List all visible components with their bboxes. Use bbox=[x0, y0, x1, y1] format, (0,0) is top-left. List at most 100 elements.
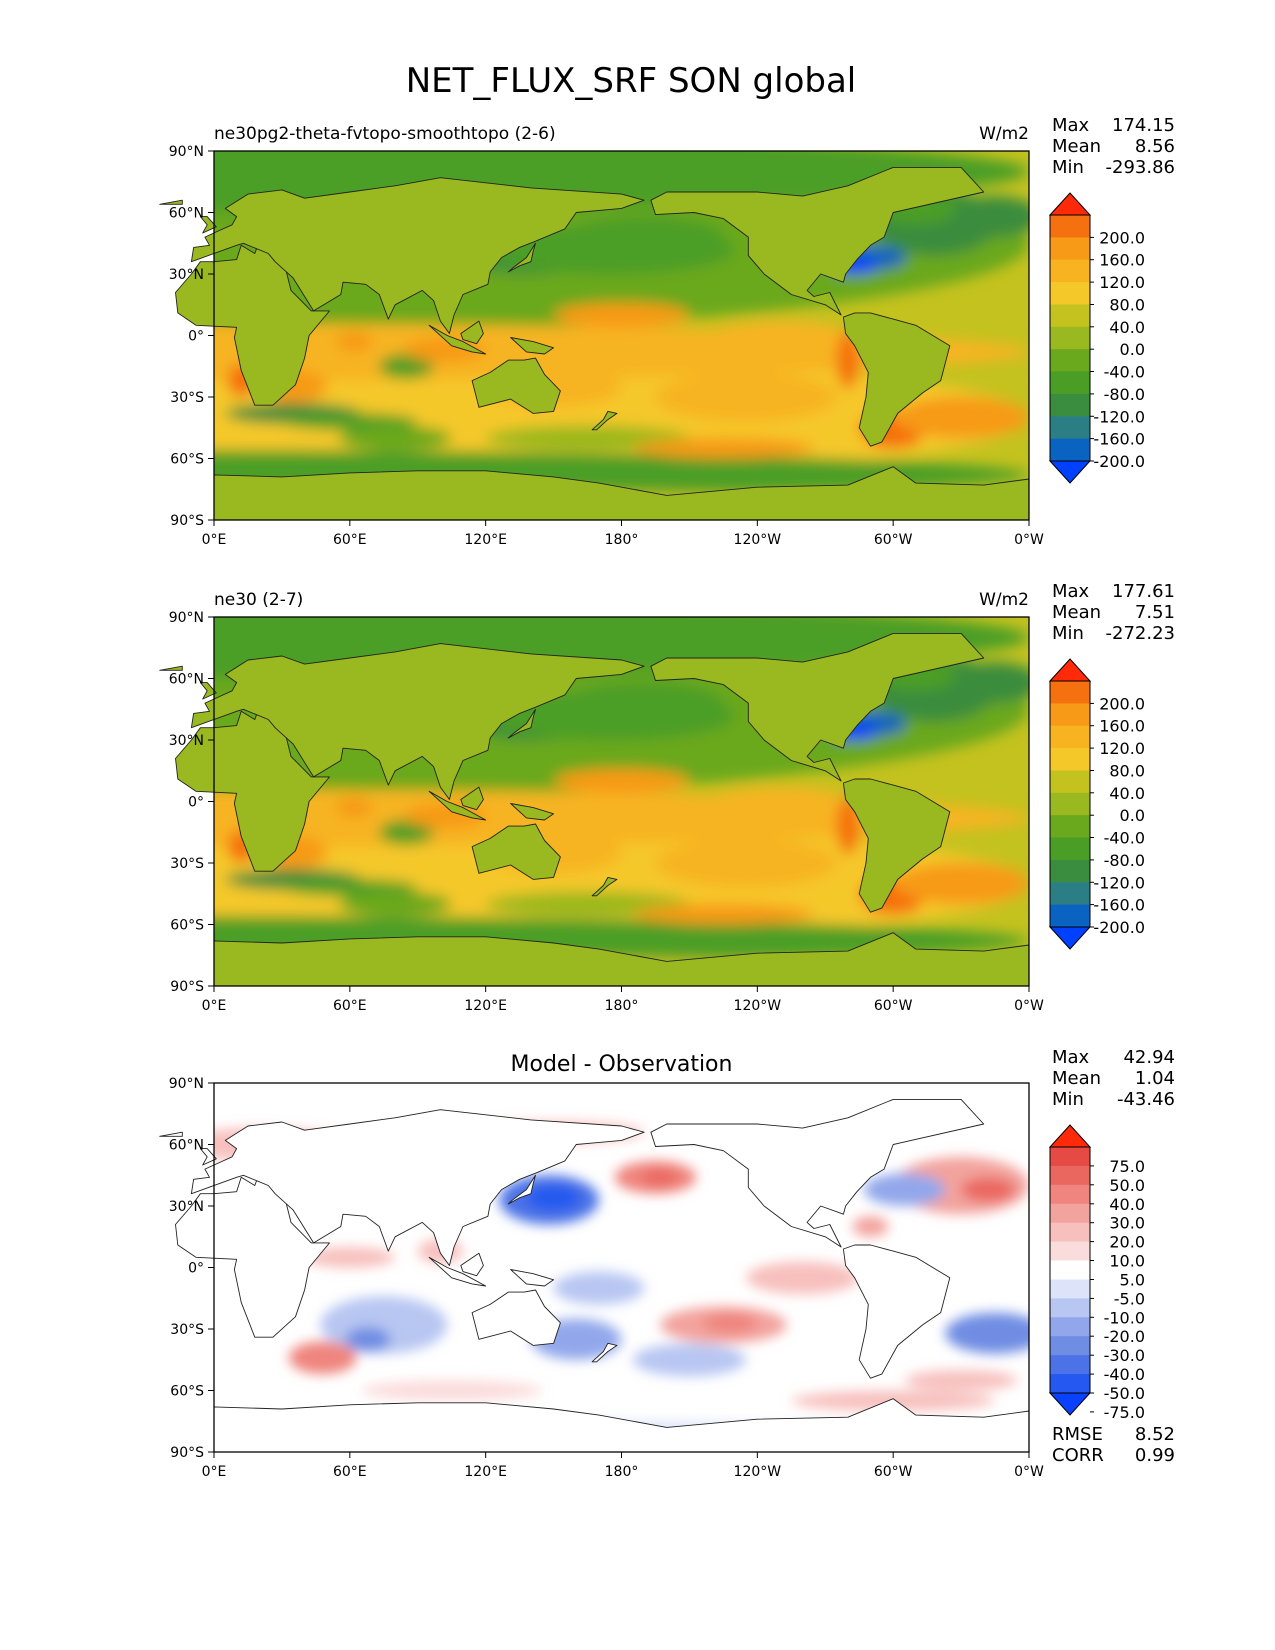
landmass bbox=[650, 1098, 985, 1248]
lon-tick-label: 120°E bbox=[464, 1464, 507, 1480]
colorbar-segment bbox=[1050, 882, 1090, 906]
landmass bbox=[842, 1244, 951, 1379]
contour-fill bbox=[961, 1177, 1016, 1202]
colorbar-segment bbox=[1050, 1184, 1090, 1205]
colorbar-label: -50.0 bbox=[1104, 1384, 1145, 1403]
colorbar-label: 120.0 bbox=[1099, 273, 1145, 292]
stat-label: Min bbox=[1052, 623, 1084, 644]
landmass bbox=[510, 1269, 555, 1287]
lat-tick-label: 30°N bbox=[169, 267, 204, 283]
contour-fill bbox=[361, 1380, 543, 1401]
contour-fill bbox=[485, 425, 690, 451]
lat-tick-label: 60°N bbox=[169, 672, 204, 688]
stat-value: 177.61 bbox=[1112, 581, 1175, 602]
contour-fill bbox=[836, 797, 860, 855]
landmass bbox=[190, 1109, 645, 1266]
stat-label: Mean bbox=[1052, 602, 1101, 623]
contour-fill bbox=[288, 1341, 357, 1375]
colorbar-segment bbox=[1050, 349, 1090, 373]
contour-fill bbox=[485, 891, 690, 917]
lon-tick-label: 60°W bbox=[874, 532, 913, 548]
colorbar-segment bbox=[1050, 725, 1090, 749]
lon-tick-label: 120°W bbox=[734, 1464, 782, 1480]
lat-tick-label: 30°S bbox=[170, 390, 204, 406]
colorbar-segment bbox=[1050, 1298, 1090, 1318]
landmass bbox=[842, 778, 951, 913]
coastlines bbox=[159, 632, 1030, 987]
colorbar-label: -40.0 bbox=[1104, 1365, 1145, 1384]
colorbar-label: -120.0 bbox=[1093, 407, 1145, 426]
landmass bbox=[190, 643, 645, 800]
colorbar-top-extension bbox=[1048, 658, 1092, 682]
stat-label: Min bbox=[1052, 157, 1084, 178]
colorbar-label: 75.0 bbox=[1109, 1157, 1145, 1176]
landmass bbox=[510, 337, 555, 355]
contour-fill bbox=[304, 1247, 396, 1268]
lat-tick-label: 60°N bbox=[169, 206, 204, 222]
metric-value: 0.99 bbox=[1135, 1445, 1175, 1466]
colorbar-segment bbox=[1050, 681, 1090, 704]
landmass bbox=[507, 708, 536, 739]
colorbar-segment bbox=[1050, 371, 1090, 395]
landmass bbox=[460, 786, 484, 811]
colorbar-label: -200.0 bbox=[1093, 918, 1145, 937]
landmass bbox=[507, 1174, 536, 1205]
colorbar-segment bbox=[1050, 770, 1090, 794]
colorbar-label: -5.0 bbox=[1114, 1289, 1145, 1308]
contour-fill bbox=[564, 682, 724, 724]
lat-tick-label: 90°N bbox=[169, 144, 204, 160]
landmass bbox=[428, 324, 487, 355]
map-panel-reference: 90°N 60°N 30°N 0° 30°S 60°S 90°S 0°E 60°E 120°E 18… bbox=[159, 581, 1175, 1014]
colorbar-segment bbox=[1050, 1336, 1090, 1356]
contour-fill bbox=[945, 1312, 1029, 1354]
lat-tick-label: 90°S bbox=[170, 1445, 204, 1461]
colorbar-bottom-extension bbox=[1048, 1392, 1092, 1416]
units-label: W/m2 bbox=[979, 590, 1029, 610]
colorbar-label: -200.0 bbox=[1093, 452, 1145, 471]
contour-fill bbox=[338, 425, 452, 451]
colorbar-outline bbox=[1049, 1146, 1091, 1394]
colorbar-segment bbox=[1050, 1355, 1090, 1375]
colorbar: 200.0 160.0 120.0 80.0 40.0 0.0 -40.0 -80.0 -120… bbox=[1048, 192, 1145, 484]
contour-fill bbox=[553, 302, 690, 328]
colorbar-label: 80.0 bbox=[1109, 296, 1145, 315]
stat-label: Max bbox=[1052, 581, 1090, 602]
contour-fill bbox=[379, 354, 434, 379]
lat-tick-label: 0° bbox=[188, 795, 204, 811]
lat-tick-label: 60°N bbox=[169, 1138, 204, 1154]
coastlines bbox=[159, 166, 1030, 521]
colorbar-label: -20.0 bbox=[1104, 1327, 1145, 1346]
colorbar-segment bbox=[1050, 904, 1090, 928]
landmass bbox=[650, 632, 985, 782]
colorbar-label: -40.0 bbox=[1104, 363, 1145, 382]
lon-tick-label: 180° bbox=[605, 998, 639, 1014]
colorbar-segment bbox=[1050, 703, 1090, 727]
colorbar-segment bbox=[1050, 393, 1090, 417]
landmass bbox=[591, 876, 618, 897]
colorbar-label: -75.0 bbox=[1104, 1403, 1145, 1422]
metric-value: 8.52 bbox=[1135, 1424, 1175, 1445]
stat-value: 42.94 bbox=[1123, 1047, 1175, 1068]
colorbar-bottom-extension bbox=[1048, 926, 1092, 950]
colorbar-label: 40.0 bbox=[1109, 784, 1145, 803]
lat-tick-label: 30°N bbox=[169, 733, 204, 749]
contour-fill bbox=[949, 662, 1029, 704]
lon-tick-label: 0°E bbox=[202, 1464, 227, 1480]
colorbar-segment bbox=[1050, 237, 1090, 261]
stat-label: Min bbox=[1052, 1089, 1084, 1110]
contour-fill bbox=[336, 797, 373, 818]
contour-fill bbox=[863, 1173, 946, 1206]
panel-title: Model - Observation bbox=[511, 1052, 733, 1077]
contour-fill bbox=[632, 904, 815, 925]
colorbar-segment bbox=[1050, 815, 1090, 839]
colorbar-label: -80.0 bbox=[1104, 385, 1145, 404]
lon-tick-label: 0°W bbox=[1014, 1464, 1044, 1480]
colorbar: 75.050.040.030.020.010.05.0-5.0-10.0-20.… bbox=[1048, 1124, 1145, 1422]
contour-fill bbox=[553, 768, 690, 794]
colorbar-segment bbox=[1050, 748, 1090, 772]
stat-value: -272.23 bbox=[1106, 623, 1175, 644]
landmass bbox=[159, 199, 183, 205]
colorbar-label: -30.0 bbox=[1104, 1346, 1145, 1365]
landmass bbox=[190, 177, 645, 334]
